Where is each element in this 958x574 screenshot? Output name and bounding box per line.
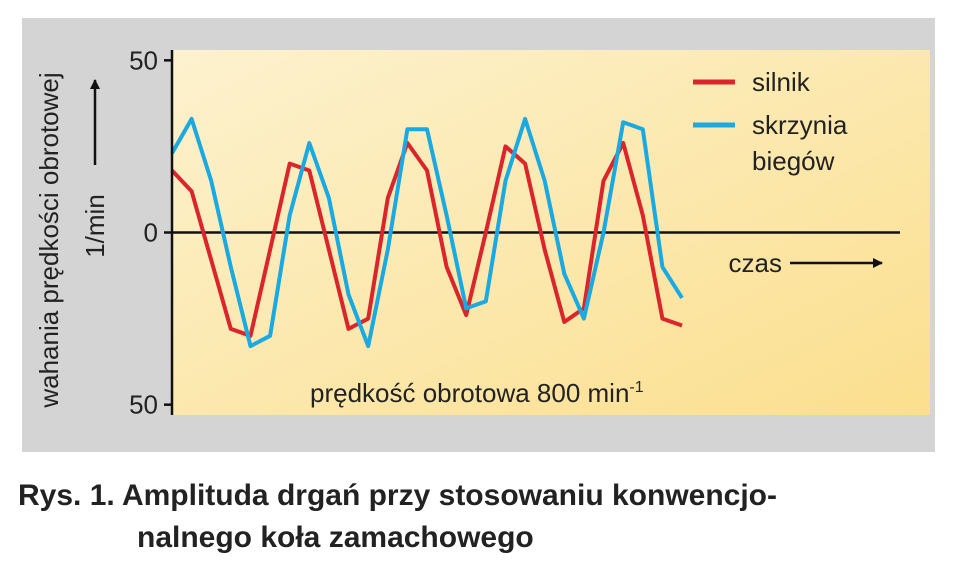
legend-label: biegów	[752, 146, 835, 176]
y-tick-label: 50	[129, 45, 158, 75]
annotation-sup: -1	[629, 379, 643, 396]
annotation-text: prędkość obrotowa 800 min	[310, 378, 629, 408]
x-label: czas	[729, 248, 782, 278]
legend-label: silnik	[752, 67, 811, 97]
y-tick-label: 50	[129, 390, 158, 420]
series-line	[170, 116, 684, 349]
caption: nalnego koła zamachowego	[137, 521, 534, 554]
y-label: wahania prędkości obrotowej	[34, 72, 64, 408]
series-line	[170, 141, 683, 338]
y-label-unit: 1/min	[80, 194, 110, 258]
caption: Rys. 1. Amplituda drgań przy stosowaniu …	[18, 479, 777, 512]
legend-label: skrzynia	[752, 110, 848, 140]
y-tick-label: 0	[144, 218, 158, 248]
annotation: prędkość obrotowa 800 min-1	[310, 378, 644, 408]
plot: 50 0 50 silnik skrzynia biegów	[129, 45, 900, 420]
